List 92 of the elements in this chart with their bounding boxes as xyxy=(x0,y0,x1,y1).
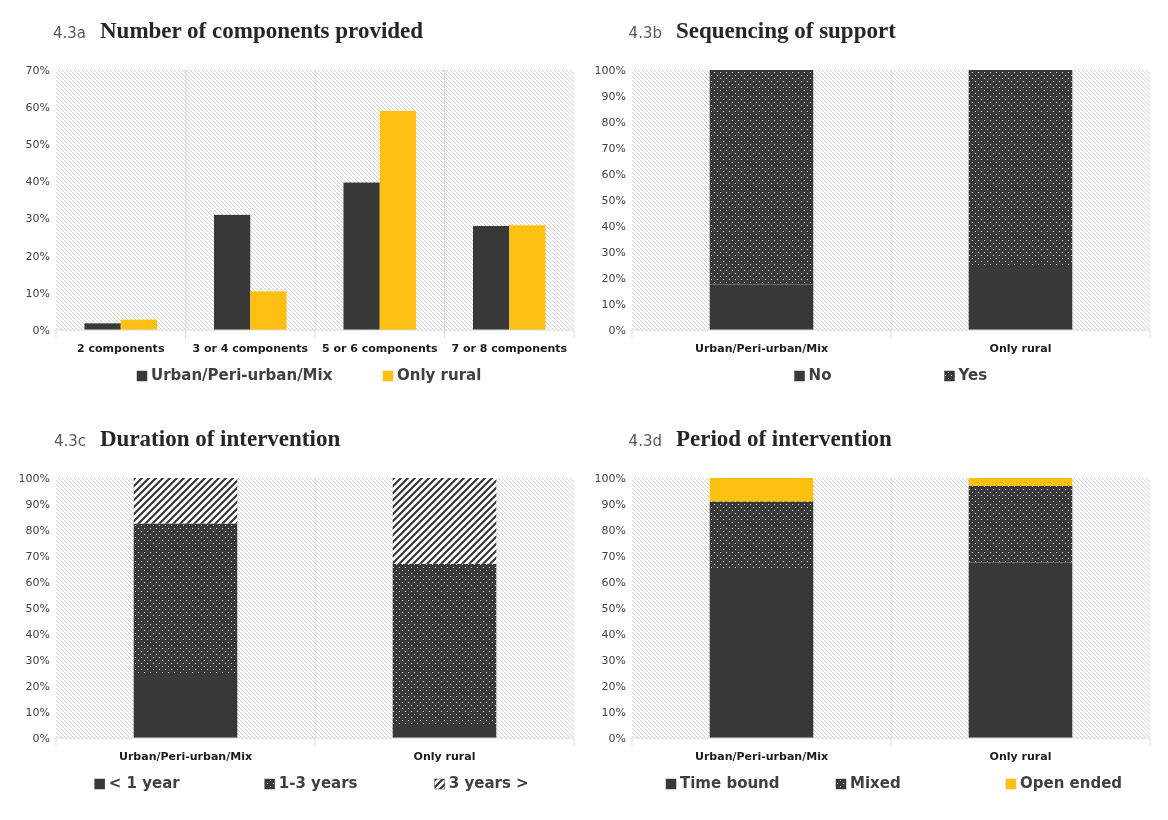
y-tick-label: 60% xyxy=(25,575,50,589)
y-tick-label: 20% xyxy=(25,249,50,263)
chart-title: Number of components provided xyxy=(100,18,424,43)
bar xyxy=(968,70,1073,265)
bar xyxy=(133,523,238,673)
bar xyxy=(968,485,1073,563)
x-tick-label: 3 or 4 components xyxy=(192,342,309,355)
x-tick-label: Urban/Peri-urban/Mix xyxy=(695,750,828,763)
y-tick-label: 0% xyxy=(608,731,626,745)
y-tick-label: 10% xyxy=(601,705,626,719)
y-tick-label: 70% xyxy=(25,63,50,77)
legend-label: Open ended xyxy=(1020,774,1123,792)
y-tick-label: 50% xyxy=(601,193,626,207)
y-tick-label: 90% xyxy=(601,89,626,103)
y-tick-label: 100% xyxy=(594,471,626,485)
bar xyxy=(343,182,380,330)
y-tick-label: 20% xyxy=(25,679,50,693)
bar xyxy=(379,110,417,330)
y-tick-label: 80% xyxy=(25,523,50,537)
text: 4.3c xyxy=(53,432,86,450)
legend-label: < 1 year xyxy=(108,774,181,792)
bar xyxy=(250,291,287,330)
y-tick-label: 40% xyxy=(25,175,50,189)
y-tick-label: 30% xyxy=(25,653,50,667)
text: 4.3b xyxy=(628,24,662,42)
y-tick-label: 70% xyxy=(601,141,626,155)
bar xyxy=(133,673,238,738)
x-tick-label: Only rural xyxy=(989,750,1052,763)
x-tick-label: Only rural xyxy=(989,342,1052,355)
bar xyxy=(709,501,814,569)
y-tick-label: 10% xyxy=(25,286,50,300)
legend-label: Only rural xyxy=(397,366,482,384)
y-tick-label: 100% xyxy=(594,63,626,77)
x-tick-label: 5 or 6 components xyxy=(321,342,439,355)
y-tick-label: 60% xyxy=(601,167,626,181)
bar xyxy=(709,284,814,330)
y-tick-label: 90% xyxy=(601,497,626,511)
y-tick-label: 10% xyxy=(25,705,50,719)
y-tick-label: 50% xyxy=(25,138,50,152)
y-tick-label: 40% xyxy=(601,627,626,641)
legend-label: Urban/Peri-urban/Mix xyxy=(151,366,333,384)
text: 4.3d xyxy=(628,432,662,450)
y-tick-label: 0% xyxy=(32,323,50,337)
y-tick-label: 90% xyxy=(25,497,50,511)
y-tick-label: 0% xyxy=(32,731,50,745)
y-tick-label: 70% xyxy=(601,549,626,563)
chart-title: Period of intervention xyxy=(676,426,893,451)
legend-label: No xyxy=(808,366,832,384)
bar xyxy=(472,226,510,330)
chart-title: Sequencing of support xyxy=(676,18,897,43)
bar xyxy=(709,478,814,502)
y-tick-label: 30% xyxy=(601,245,626,259)
bar xyxy=(509,225,546,330)
x-tick-label: Urban/Peri-urban/Mix xyxy=(119,750,252,763)
bar xyxy=(392,725,497,738)
y-tick-label: 0% xyxy=(608,323,626,337)
bar xyxy=(133,478,238,524)
bar xyxy=(968,562,1073,738)
x-tick-label: Urban/Peri-urban/Mix xyxy=(695,342,828,355)
y-tick-label: 40% xyxy=(25,627,50,641)
y-tick-label: 20% xyxy=(601,679,626,693)
y-tick-label: 50% xyxy=(25,601,50,615)
y-tick-label: 70% xyxy=(25,549,50,563)
y-tick-label: 100% xyxy=(18,471,50,485)
bar xyxy=(392,563,497,725)
legend-label: Mixed xyxy=(850,774,901,792)
legend-label: 3 years > xyxy=(448,774,529,792)
bar xyxy=(392,478,497,564)
bar xyxy=(968,265,1073,330)
y-tick-label: 10% xyxy=(601,297,626,311)
bar xyxy=(84,323,121,330)
bar xyxy=(709,569,814,738)
y-tick-label: 20% xyxy=(601,271,626,285)
y-tick-label: 30% xyxy=(601,653,626,667)
chart-title: Duration of intervention xyxy=(100,426,341,451)
y-tick-label: 60% xyxy=(25,100,50,114)
bar xyxy=(213,214,251,330)
text: 4.3a xyxy=(52,24,86,42)
y-tick-label: 80% xyxy=(601,115,626,129)
legend-label: Yes xyxy=(957,366,988,384)
y-tick-label: 40% xyxy=(601,219,626,233)
legend-label: Time bound xyxy=(680,774,780,792)
y-tick-label: 60% xyxy=(601,575,626,589)
y-tick-label: 30% xyxy=(25,212,50,226)
x-tick-label: 2 components xyxy=(77,342,165,355)
bar xyxy=(709,70,814,285)
y-tick-label: 80% xyxy=(601,523,626,537)
x-tick-label: Only rural xyxy=(413,750,476,763)
y-tick-label: 50% xyxy=(601,601,626,615)
bar xyxy=(968,478,1073,486)
legend-label: 1-3 years xyxy=(278,774,358,792)
x-tick-label: 7 or 8 components xyxy=(451,342,568,355)
